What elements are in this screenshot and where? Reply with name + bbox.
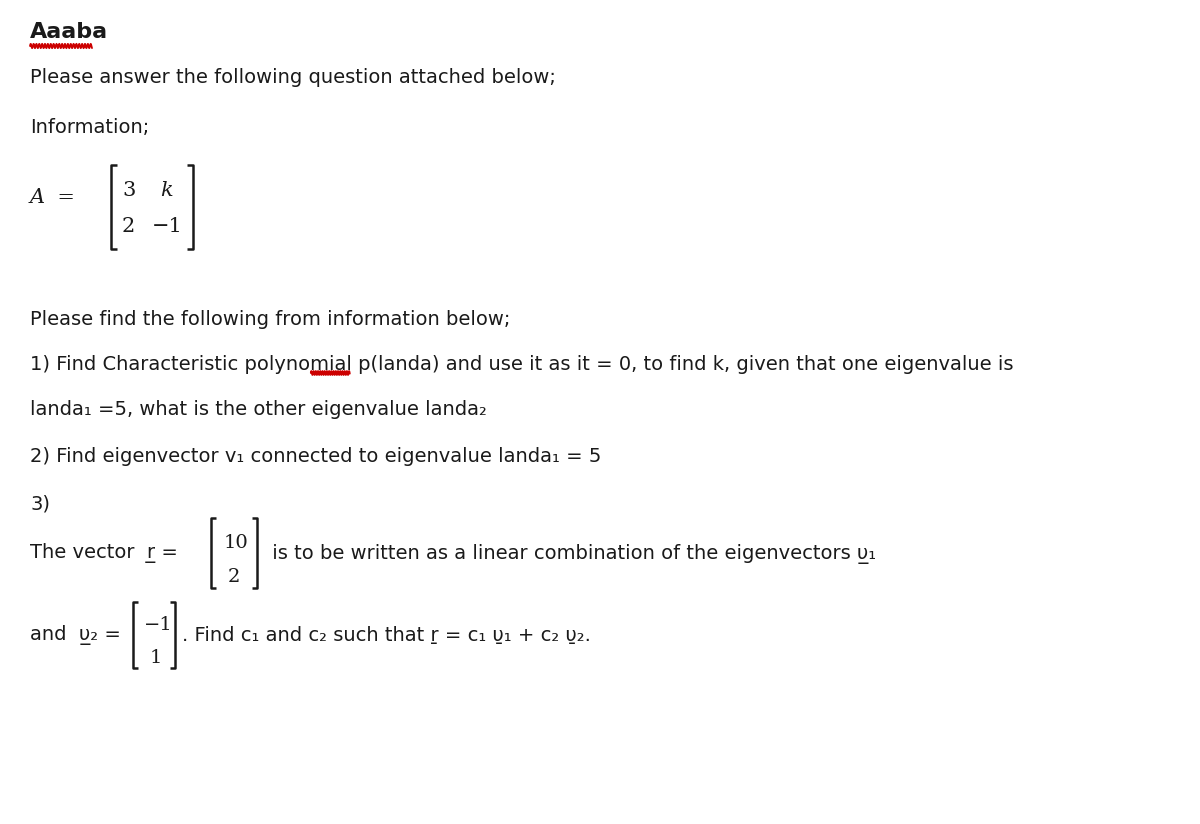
- Text: 2: 2: [228, 568, 240, 586]
- Text: Please find the following from information below;: Please find the following from informati…: [30, 310, 510, 329]
- Text: 1) Find Characteristic polynomial p(landa) and use it as it = 0, to find k, give: 1) Find Characteristic polynomial p(land…: [30, 355, 1014, 374]
- Text: −1: −1: [152, 217, 182, 236]
- Text: 3): 3): [30, 494, 50, 513]
- Text: Aaaba: Aaaba: [30, 22, 108, 42]
- Text: 2: 2: [122, 217, 136, 236]
- Text: landa₁ =5, what is the other eigenvalue landa₂: landa₁ =5, what is the other eigenvalue …: [30, 400, 487, 419]
- Text: . Find c₁ and c₂ such that ṟ = c₁ υ̱₁ + c₂ υ̱₂.: . Find c₁ and c₂ such that ṟ = c₁ υ̱₁ +…: [182, 626, 590, 645]
- Text: A  =: A =: [30, 188, 76, 207]
- Text: −1: −1: [144, 616, 173, 634]
- Text: Please answer the following question attached below;: Please answer the following question att…: [30, 68, 556, 87]
- Text: is to be written as a linear combination of the eigenvectors υ̲₁: is to be written as a linear combination…: [266, 544, 876, 564]
- Text: 10: 10: [224, 534, 248, 552]
- Text: k: k: [160, 181, 173, 200]
- Text: and  υ̲₂ =: and υ̲₂ =: [30, 625, 121, 645]
- Text: The vector  r̲ =: The vector r̲ =: [30, 543, 178, 563]
- Text: 2) Find eigenvector v₁ connected to eigenvalue landa₁ = 5: 2) Find eigenvector v₁ connected to eige…: [30, 447, 601, 466]
- Text: 1: 1: [150, 649, 162, 667]
- Text: 3: 3: [122, 181, 136, 200]
- Text: Information;: Information;: [30, 118, 149, 137]
